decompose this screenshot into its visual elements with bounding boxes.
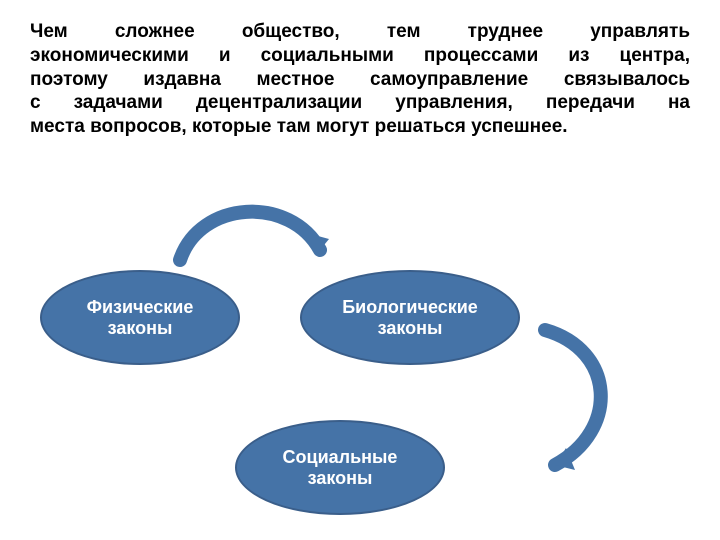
node-label: Биологическиезаконы	[342, 297, 478, 339]
node-social-laws: Социальныезаконы	[235, 420, 445, 515]
node-physical-laws: Физическиезаконы	[40, 270, 240, 365]
node-label: Физическиезаконы	[87, 297, 194, 339]
node-label: Социальныезаконы	[283, 447, 398, 489]
arrow-shaft	[545, 330, 601, 465]
node-biological-laws: Биологическиезаконы	[300, 270, 520, 365]
